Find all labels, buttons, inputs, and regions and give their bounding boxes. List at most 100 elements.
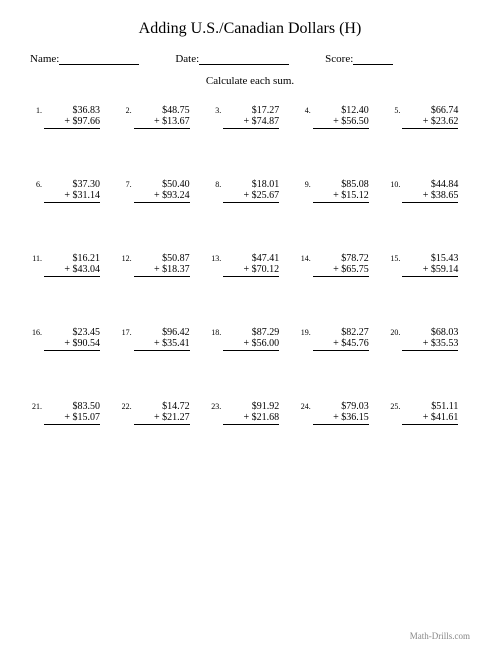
problem-body: $66.74+ $23.62 [402,105,458,129]
problem-body: $82.27+ $45.76 [313,327,369,351]
problem: 20.$68.03+ $35.53 [388,327,470,351]
problem-grid: 1.$36.83+ $97.662.$48.75+ $13.673.$17.27… [30,105,470,425]
date-blank[interactable] [199,52,289,65]
addend-top: $15.43 [402,253,458,264]
score-label: Score: [325,53,353,65]
addend-top: $44.84 [402,179,458,190]
addend-bottom: + $35.41 [134,338,190,351]
problem-number: 10. [388,179,402,203]
addend-top: $50.87 [134,253,190,264]
problem: 2.$48.75+ $13.67 [120,105,202,129]
addend-bottom: + $59.14 [402,264,458,277]
addend-bottom: + $36.15 [313,412,369,425]
problem-number: 24. [299,401,313,425]
addend-top: $96.42 [134,327,190,338]
problem-number: 23. [209,401,223,425]
problem-number: 11. [30,253,44,277]
addend-top: $85.08 [313,179,369,190]
name-label: Name: [30,53,59,65]
addend-bottom: + $97.66 [44,116,100,129]
problem-body: $14.72+ $21.27 [134,401,190,425]
worksheet-page: Adding U.S./Canadian Dollars (H) Name: D… [0,0,500,647]
problem-body: $16.21+ $43.04 [44,253,100,277]
problem: 5.$66.74+ $23.62 [388,105,470,129]
date-field: Date: [175,52,289,65]
problem-number: 9. [299,179,313,203]
problem-number: 21. [30,401,44,425]
addend-top: $79.03 [313,401,369,412]
problem-body: $17.27+ $74.87 [223,105,279,129]
addend-top: $18.01 [223,179,279,190]
problem-body: $48.75+ $13.67 [134,105,190,129]
addend-bottom: + $21.68 [223,412,279,425]
addend-bottom: + $23.62 [402,116,458,129]
problem-body: $37.30+ $31.14 [44,179,100,203]
addend-bottom: + $15.12 [313,190,369,203]
addend-top: $91.92 [223,401,279,412]
problem: 23.$91.92+ $21.68 [209,401,291,425]
header-row: Name: Date: Score: [30,52,470,65]
problem-number: 25. [388,401,402,425]
addend-bottom: + $45.76 [313,338,369,351]
addend-top: $12.40 [313,105,369,116]
problem-body: $50.40+ $93.24 [134,179,190,203]
date-label: Date: [175,53,199,65]
problem-number: 18. [209,327,223,351]
addend-top: $82.27 [313,327,369,338]
problem-number: 20. [388,327,402,351]
addend-top: $78.72 [313,253,369,264]
problem: 8.$18.01+ $25.67 [209,179,291,203]
problem-number: 2. [120,105,134,129]
problem: 9.$85.08+ $15.12 [299,179,381,203]
problem-body: $47.41+ $70.12 [223,253,279,277]
problem: 15.$15.43+ $59.14 [388,253,470,277]
problem-number: 14. [299,253,313,277]
problem-body: $44.84+ $38.65 [402,179,458,203]
addend-top: $47.41 [223,253,279,264]
problem: 10.$44.84+ $38.65 [388,179,470,203]
problem: 17.$96.42+ $35.41 [120,327,202,351]
addend-bottom: + $65.75 [313,264,369,277]
problem-number: 19. [299,327,313,351]
footer-text: Math-Drills.com [410,631,470,641]
problem-body: $96.42+ $35.41 [134,327,190,351]
problem-body: $18.01+ $25.67 [223,179,279,203]
problem-number: 7. [120,179,134,203]
problem: 6.$37.30+ $31.14 [30,179,112,203]
problem: 14.$78.72+ $65.75 [299,253,381,277]
addend-bottom: + $38.65 [402,190,458,203]
problem-body: $12.40+ $56.50 [313,105,369,129]
problem-body: $83.50+ $15.07 [44,401,100,425]
addend-top: $37.30 [44,179,100,190]
problem-body: $23.45+ $90.54 [44,327,100,351]
problem: 19.$82.27+ $45.76 [299,327,381,351]
problem-body: $79.03+ $36.15 [313,401,369,425]
problem-body: $85.08+ $15.12 [313,179,369,203]
score-blank[interactable] [353,52,393,65]
problem: 11.$16.21+ $43.04 [30,253,112,277]
problem: 4.$12.40+ $56.50 [299,105,381,129]
problem-body: $36.83+ $97.66 [44,105,100,129]
problem-body: $15.43+ $59.14 [402,253,458,277]
problem: 24.$79.03+ $36.15 [299,401,381,425]
score-field: Score: [325,52,393,65]
problem-number: 6. [30,179,44,203]
problem: 21.$83.50+ $15.07 [30,401,112,425]
name-field: Name: [30,52,139,65]
problem: 22.$14.72+ $21.27 [120,401,202,425]
addend-top: $23.45 [44,327,100,338]
problem-number: 15. [388,253,402,277]
addend-bottom: + $90.54 [44,338,100,351]
name-blank[interactable] [59,52,139,65]
problem: 25.$51.11+ $41.61 [388,401,470,425]
addend-bottom: + $25.67 [223,190,279,203]
addend-top: $83.50 [44,401,100,412]
problem-number: 12. [120,253,134,277]
addend-top: $17.27 [223,105,279,116]
addend-bottom: + $56.00 [223,338,279,351]
problem-body: $78.72+ $65.75 [313,253,369,277]
addend-top: $16.21 [44,253,100,264]
problem-number: 8. [209,179,223,203]
addend-bottom: + $93.24 [134,190,190,203]
problem-body: $50.87+ $18.37 [134,253,190,277]
